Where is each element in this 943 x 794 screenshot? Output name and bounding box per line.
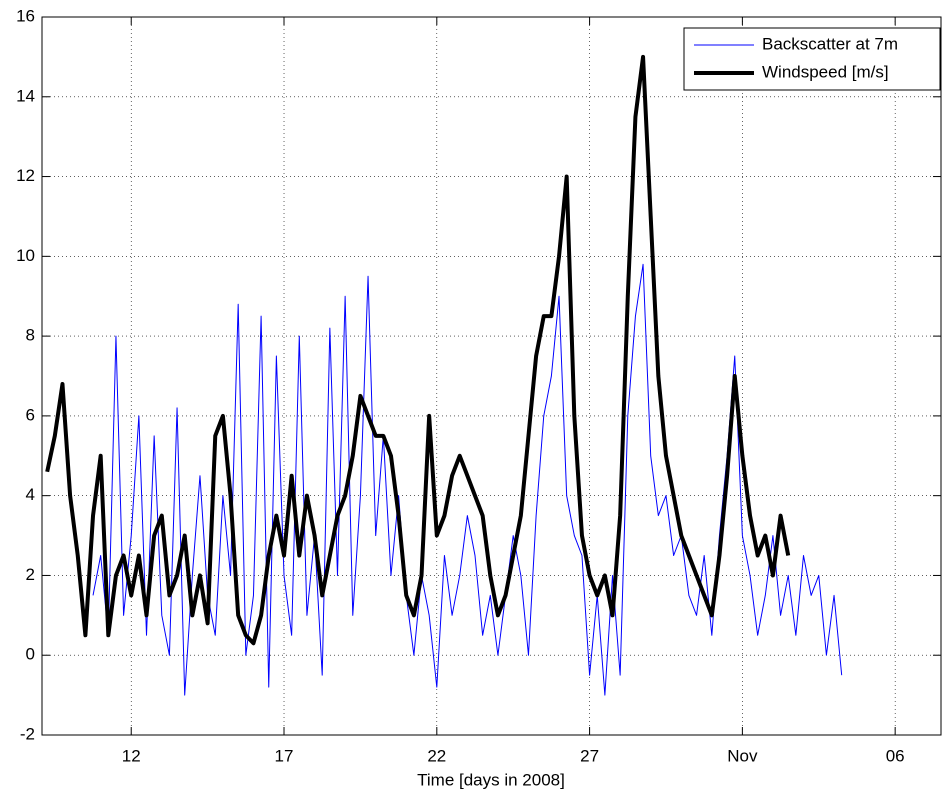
x-axis-label: Time [days in 2008] xyxy=(417,770,565,789)
y-tick-label: 8 xyxy=(26,326,35,345)
y-tick-label: 4 xyxy=(26,485,35,504)
x-tick-label: 27 xyxy=(580,746,599,765)
x-tick-label: 17 xyxy=(275,746,294,765)
ticks: -2 0 2 4 6 8 10 12 14 16 12 17 22 27 Nov 06 xyxy=(16,6,941,765)
x-tick-label: 06 xyxy=(886,746,905,765)
legend-label: Windspeed [m/s] xyxy=(762,62,889,81)
x-tick-label: 22 xyxy=(427,746,446,765)
y-tick-label: 14 xyxy=(16,86,35,105)
legend: Backscatter at 7m Windspeed [m/s] xyxy=(683,27,941,91)
legend-label: Backscatter at 7m xyxy=(762,34,898,53)
series-line xyxy=(45,54,791,646)
y-tick-label: -2 xyxy=(20,724,35,743)
plot-lines xyxy=(45,54,843,696)
y-tick-label: 0 xyxy=(26,645,35,664)
y-tick-label: 2 xyxy=(26,565,35,584)
x-tick-label: Nov xyxy=(727,746,758,765)
axes-frame xyxy=(41,16,942,736)
y-tick-label: 6 xyxy=(26,405,35,424)
x-tick-label: 12 xyxy=(122,746,141,765)
y-tick-label: 12 xyxy=(16,166,35,185)
legend-box xyxy=(683,27,941,91)
y-tick-label: 16 xyxy=(16,6,35,25)
y-tick-label: 10 xyxy=(16,246,35,265)
